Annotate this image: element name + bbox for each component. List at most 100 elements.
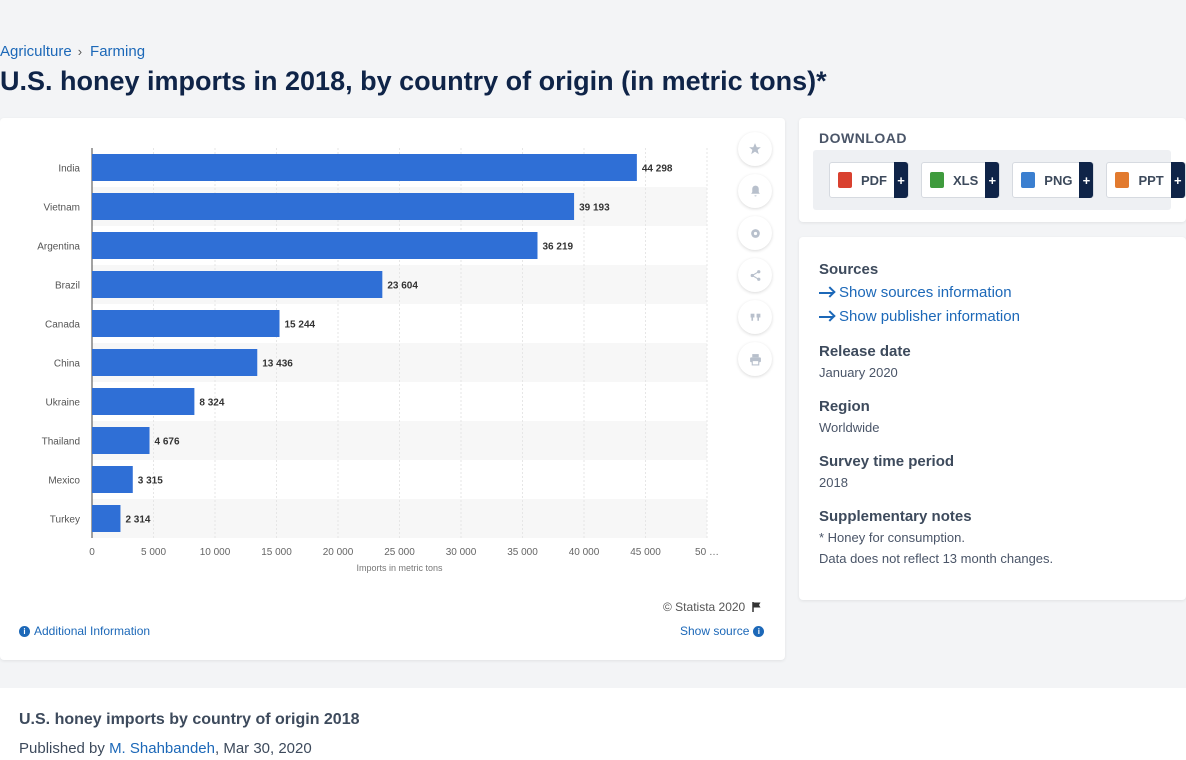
data-label: 15 244 (285, 320, 316, 331)
bar (92, 271, 383, 298)
region-value: Worldwide (819, 420, 880, 435)
download-ppt-button[interactable]: PPT + (1106, 162, 1186, 198)
show-publisher-link[interactable]: Show publisher information (819, 308, 1020, 325)
survey-period-heading: Survey time period (819, 453, 955, 470)
x-axis-title: Imports in metric tons (356, 563, 443, 573)
download-png-button[interactable]: PNG + (1012, 162, 1095, 198)
bar (92, 232, 538, 259)
data-label: 13 436 (262, 359, 293, 370)
download-buttons: PDF + XLS + PNG + PPT + (813, 150, 1186, 210)
chart-card: 0 5 000 10 000 15 000 20 000 25 000 30 000 35 0… (0, 118, 785, 660)
x-tick-label: 5 000 (141, 547, 166, 558)
category-label: China (54, 359, 81, 370)
settings-button[interactable] (738, 216, 772, 250)
star-icon (749, 143, 761, 155)
download-card: DOWNLOAD PDF + XLS + PNG + PPT + (799, 118, 1186, 222)
x-tick-label: 25 000 (384, 547, 415, 558)
download-png-plus[interactable]: + (1079, 162, 1094, 198)
download-xls-plus[interactable]: + (985, 162, 1000, 198)
data-label: 8 324 (199, 398, 224, 409)
category-label: Turkey (50, 515, 80, 526)
download-pdf-button[interactable]: PDF + (829, 162, 909, 198)
download-ppt-plus[interactable]: + (1170, 162, 1185, 198)
data-label: 39 193 (579, 203, 610, 214)
pdf-file-icon (838, 172, 852, 188)
bar (92, 427, 150, 454)
bar (92, 388, 195, 415)
cite-button[interactable] (738, 300, 772, 334)
top-band (0, 0, 1186, 40)
bar-chart: 0 5 000 10 000 15 000 20 000 25 000 30 000 35 0… (37, 148, 719, 573)
print-button[interactable] (738, 342, 772, 376)
data-label: 2 314 (125, 515, 150, 526)
alert-button[interactable] (738, 174, 772, 208)
supplementary-notes-heading: Supplementary notes (819, 508, 972, 525)
quote-icon (750, 313, 760, 321)
x-tick-label: 15 000 (261, 547, 292, 558)
chart-toolbar (738, 132, 772, 384)
sources-heading: Sources (819, 261, 879, 278)
data-label: 4 676 (155, 437, 180, 448)
show-publisher-label: Show publisher information (839, 308, 1020, 325)
category-label: Vietnam (43, 203, 80, 214)
show-sources-link[interactable]: Show sources information (819, 284, 1012, 301)
additional-info-label: Additional Information (34, 624, 151, 638)
bar (92, 310, 280, 337)
bar (92, 154, 637, 181)
x-tick-label: 40 000 (569, 547, 600, 558)
page-title: U.S. honey imports in 2018, by country o… (0, 66, 827, 96)
category-label: India (58, 164, 80, 175)
x-tick-label: 45 000 (630, 547, 661, 558)
category-label: Argentina (37, 242, 80, 253)
show-source-link[interactable]: Show source i (680, 624, 765, 638)
download-pdf-label: PDF (861, 172, 887, 188)
download-pdf-plus[interactable]: + (894, 162, 908, 198)
info-icon: i (753, 625, 765, 637)
category-label: Ukraine (46, 398, 81, 409)
x-tick-label: 30 000 (446, 547, 477, 558)
copyright-notice: © Statista 2020 (663, 600, 763, 614)
ppt-file-icon (1115, 172, 1130, 188)
release-date-heading: Release date (819, 343, 911, 360)
x-tick-label: 50 … (695, 547, 719, 558)
x-tick-label: 10 000 (200, 547, 231, 558)
data-label: 23 604 (387, 281, 418, 292)
published-date: , Mar 30, 2020 (214, 740, 312, 757)
arrow-right-icon (819, 315, 833, 318)
additional-info-link[interactable]: i Additional Information (19, 624, 150, 638)
download-xls-button[interactable]: XLS + (921, 162, 1001, 198)
png-file-icon (1021, 172, 1036, 188)
bar (92, 193, 575, 220)
data-label: 3 315 (138, 476, 163, 487)
breadcrumb-agriculture[interactable]: Agriculture (0, 43, 72, 60)
xls-file-icon (930, 172, 944, 188)
category-label: Mexico (48, 476, 80, 487)
statistic-details-card: Sources Show sources information Show pu… (799, 237, 1186, 600)
bar (92, 505, 121, 532)
flag-icon[interactable] (751, 601, 763, 613)
copyright-text: © Statista 2020 (663, 600, 746, 614)
supplementary-note-1: * Honey for consumption. (819, 530, 965, 545)
region-heading: Region (819, 398, 870, 415)
category-label: Brazil (55, 281, 80, 292)
breadcrumb-farming[interactable]: Farming (90, 43, 146, 60)
supplementary-note-2: Data does not reflect 13 month changes. (819, 551, 1054, 566)
bar (92, 349, 258, 376)
survey-period-value: 2018 (819, 475, 848, 490)
breadcrumb: Agriculture › Farming (0, 43, 145, 60)
print-icon (749, 353, 761, 365)
author-link[interactable]: M. Shahbandeh (109, 740, 215, 757)
download-title: DOWNLOAD (819, 130, 907, 146)
breadcrumb-separator: › (77, 44, 83, 59)
data-label: 36 219 (542, 242, 573, 253)
x-tick-label: 20 000 (323, 547, 354, 558)
category-label: Canada (45, 320, 80, 331)
favorite-button[interactable] (738, 132, 772, 166)
published-by: Published by M. Shahbandeh, Mar 30, 2020 (19, 740, 312, 757)
arrow-right-icon (819, 291, 833, 294)
x-tick-label: 0 (89, 547, 95, 558)
download-xls-label: XLS (953, 172, 979, 188)
category-label: Thailand (42, 437, 80, 448)
share-button[interactable] (738, 258, 772, 292)
bar (92, 466, 133, 493)
